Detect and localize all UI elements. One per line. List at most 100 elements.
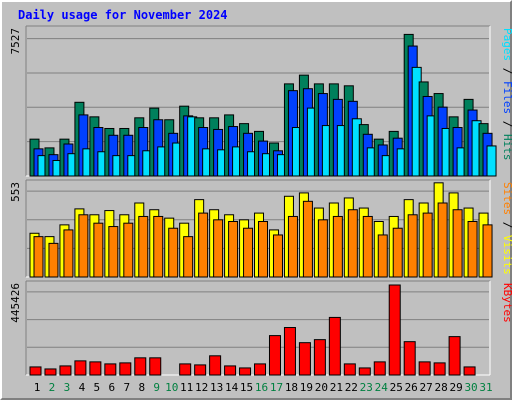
bar-sites-day-10 [168, 227, 179, 278]
day-label-21: 21 [330, 381, 343, 394]
bar-kbytes-day-17 [268, 335, 281, 376]
bar-kbytes-day-14 [224, 365, 237, 376]
bar-sites-day-3 [63, 229, 74, 278]
bar-sites-day-28 [437, 202, 448, 278]
day-label-18: 18 [285, 381, 298, 394]
bar-sites-day-23 [362, 215, 373, 278]
bar-kbytes-day-22 [343, 363, 356, 376]
plot-area [26, 281, 490, 375]
legend-part: Hits [501, 134, 512, 161]
bar-kbytes-day-21 [328, 316, 341, 376]
bar-sites-day-1 [33, 236, 44, 278]
day-label-7: 7 [123, 381, 130, 394]
bar-kbytes-day-28 [433, 362, 446, 376]
bar-sites-day-4 [78, 214, 89, 278]
bar-sites-day-9 [153, 215, 164, 278]
day-label-25: 25 [390, 381, 403, 394]
y-max-label: 553 [9, 182, 22, 202]
bar-kbytes-day-11 [179, 363, 192, 376]
day-label-28: 28 [435, 381, 448, 394]
day-label-6: 6 [109, 381, 116, 394]
bar-sites-day-13 [213, 219, 224, 278]
day-label-14: 14 [225, 381, 239, 394]
bars [29, 182, 493, 278]
bar-kbytes-day-16 [254, 363, 267, 376]
bar-kbytes-day-8 [134, 357, 147, 376]
bar-sites-day-21 [332, 215, 343, 278]
bar-sites-day-12 [198, 212, 209, 278]
panel-hits-files-pages: 7527 Pages / Files / Hits [9, 25, 512, 177]
bar-sites-day-19 [302, 200, 313, 278]
panel-kbytes: 445426 KBytes [9, 280, 512, 376]
bar-kbytes-day-23 [358, 367, 371, 376]
bar-sites-day-27 [422, 212, 433, 278]
bar-kbytes-day-5 [89, 361, 102, 376]
legend-hits-files-pages: Pages / Files / Hits [501, 28, 512, 161]
bar-kbytes-day-13 [209, 355, 222, 376]
day-label-23: 23 [360, 381, 373, 394]
day-label-15: 15 [240, 381, 253, 394]
bar-kbytes-day-30 [463, 366, 476, 376]
day-label-22: 22 [345, 381, 358, 394]
day-label-3: 3 [64, 381, 71, 394]
legend-part: Sites [501, 182, 512, 215]
bar-kbytes-day-26 [403, 341, 416, 376]
bar-sites-day-30 [467, 221, 478, 278]
bar-kbytes-day-12 [194, 364, 207, 376]
legend-part: Visits [501, 235, 512, 275]
legend-part: / [501, 61, 512, 81]
day-label-24: 24 [375, 381, 389, 394]
bar-sites-day-15 [243, 227, 254, 278]
y-max-label: 445426 [9, 283, 22, 323]
bar-sites-day-25 [392, 227, 403, 278]
day-label-30: 30 [464, 381, 477, 394]
bar-kbytes-day-7 [119, 362, 132, 376]
day-label-10: 10 [165, 381, 178, 394]
y-max-label: 7527 [9, 28, 22, 55]
day-label-16: 16 [255, 381, 268, 394]
bar-sites-day-26 [407, 214, 418, 278]
day-label-2: 2 [49, 381, 56, 394]
bar-kbytes-day-2 [44, 368, 57, 376]
day-label-29: 29 [449, 381, 462, 394]
bar-sites-day-22 [347, 209, 358, 278]
day-label-8: 8 [138, 381, 145, 394]
bar-sites-day-29 [452, 209, 463, 278]
legend-kbytes: KBytes [501, 283, 512, 323]
bar-sites-day-6 [108, 226, 119, 278]
legend-part: KBytes [501, 283, 512, 323]
day-label-19: 19 [300, 381, 313, 394]
bar-sites-day-31 [482, 224, 493, 278]
bar-sites-day-17 [272, 234, 283, 278]
day-label-13: 13 [210, 381, 223, 394]
bar-sites-day-24 [377, 234, 388, 278]
day-label-20: 20 [315, 381, 328, 394]
day-label-17: 17 [270, 381, 283, 394]
bar-pages-day-31 [486, 145, 497, 177]
bar-kbytes-day-6 [104, 363, 117, 376]
day-label-31: 31 [479, 381, 492, 394]
bar-kbytes-day-29 [448, 336, 461, 376]
day-label-5: 5 [94, 381, 101, 394]
legend-visits-sites: Sites / Visits [501, 182, 512, 275]
bar-kbytes-day-19 [298, 342, 311, 376]
bar-sites-day-7 [123, 222, 134, 278]
bar-kbytes-day-20 [313, 339, 326, 376]
bar-kbytes-day-3 [59, 365, 72, 376]
bar-kbytes-day-9 [149, 357, 162, 376]
bars [29, 284, 476, 376]
legend-part: / [501, 215, 512, 235]
bar-sites-day-8 [138, 215, 149, 278]
day-label-4: 4 [79, 381, 86, 394]
bar-kbytes-day-18 [283, 327, 296, 376]
bar-kbytes-day-27 [418, 361, 431, 376]
bar-kbytes-day-15 [239, 367, 252, 376]
bar-kbytes-day-1 [29, 366, 42, 376]
panel-visits-sites: 553 Sites / Visits [9, 179, 512, 278]
bar-sites-day-5 [93, 222, 104, 278]
chart-title: Daily usage for November 2024 [18, 8, 228, 22]
bar-sites-day-14 [228, 221, 239, 278]
legend-part: Files [501, 81, 512, 114]
bar-kbytes-day-4 [74, 360, 87, 376]
